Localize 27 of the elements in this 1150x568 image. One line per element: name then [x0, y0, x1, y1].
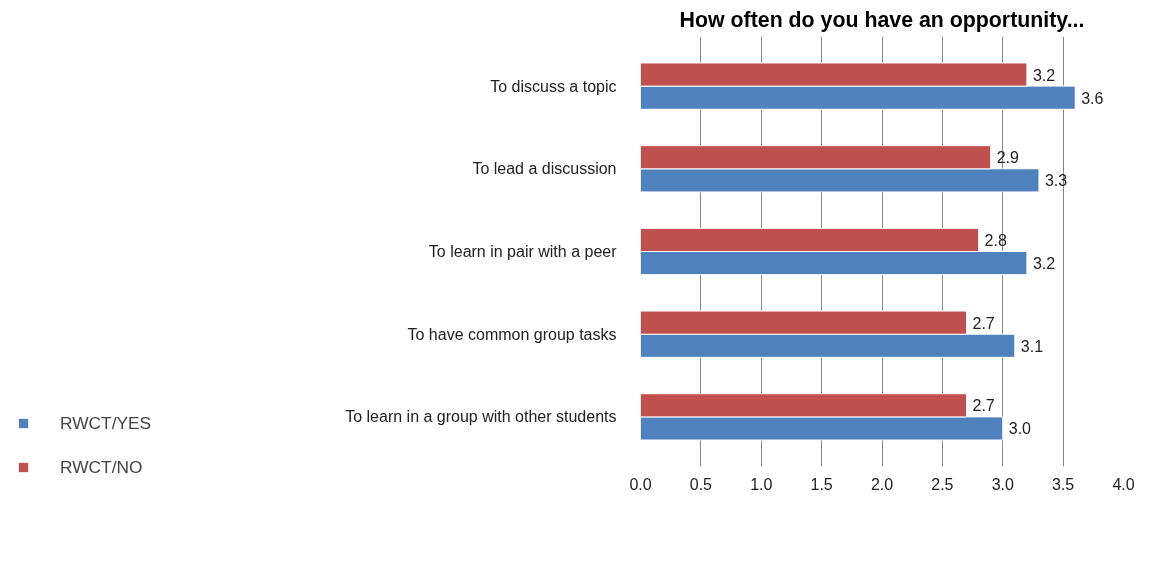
data-label: 2.9	[996, 149, 1020, 167]
chart-title: How often do you have an opportunity...	[679, 7, 1085, 32]
y-tick-label: To discuss a topic	[490, 77, 617, 95]
data-label: 3.2	[1032, 66, 1056, 84]
legend-label: RWCT/YES	[60, 412, 152, 434]
y-tick-label: To lead a discussion	[472, 160, 617, 178]
y-tick-label: To have common group tasks	[407, 325, 617, 343]
x-tick-label: 3.5	[1052, 475, 1075, 493]
x-tick-label: 1.0	[750, 475, 773, 493]
data-label: 3.6	[1081, 89, 1104, 107]
data-label: 2.7	[972, 314, 995, 332]
y-tick-label: To learn in a group with other students	[345, 408, 617, 426]
y-tick-label: To learn in pair with a peer	[428, 243, 618, 260]
data-label: 2.8	[984, 231, 1007, 249]
data-label: 3.1	[1020, 337, 1044, 355]
x-tick-label: 3.0	[991, 475, 1014, 493]
data-label: 3.0	[1008, 420, 1032, 438]
data-label: 3.2	[1032, 255, 1056, 273]
data-label: 2.7	[972, 397, 995, 415]
data-label: 3.3	[1044, 172, 1068, 190]
legend-label: RWCT/NO	[60, 456, 143, 478]
x-tick-label: 2.5	[931, 475, 954, 493]
x-tick-label: 4.0	[1112, 475, 1135, 493]
x-tick-label: 1.5	[810, 475, 833, 493]
x-tick-label: 2.0	[870, 475, 894, 493]
x-tick-label: 0.5	[689, 475, 713, 493]
x-tick-label: 0.0	[629, 475, 652, 493]
